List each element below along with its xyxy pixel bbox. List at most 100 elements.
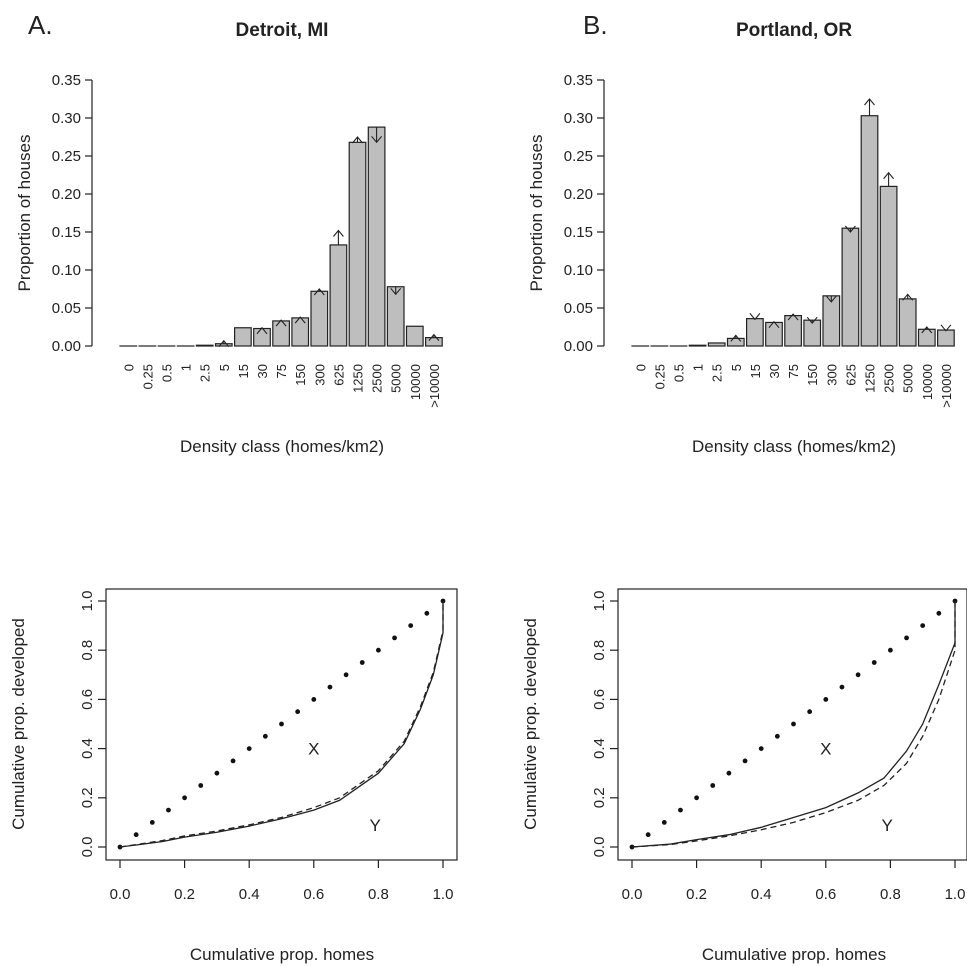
equality-point	[246, 746, 252, 751]
category-label: 2500	[882, 364, 897, 393]
category-label: 0.25	[140, 364, 155, 389]
bar-chart-a: 0.00 0.05 0.10 0.15 0.20 0.25 0.30 0.35 Proporti…	[15, 72, 443, 456]
change-arrow-head	[352, 136, 363, 144]
bar	[291, 317, 310, 347]
equality-point	[133, 832, 139, 838]
y-tick-label: 0.8	[79, 640, 96, 661]
y-tick-label: 0.05	[52, 300, 81, 317]
y-tick-label: 0.00	[564, 338, 593, 355]
equality-point	[214, 770, 220, 776]
y-tick-label: 0.25	[564, 148, 593, 165]
change-arrow-head	[294, 316, 306, 324]
y-tick-label: 0.2	[79, 787, 96, 808]
category-label: 300	[824, 364, 839, 386]
y-tick-label: 0.30	[52, 110, 81, 127]
category-label: 75	[786, 364, 801, 378]
y-tick-label: 0.10	[564, 262, 593, 279]
plot-frame	[617, 588, 967, 861]
bar	[860, 115, 879, 347]
category-label: 10000	[920, 364, 935, 400]
y-tick-label: 0.4	[591, 738, 608, 759]
y-tick-label: 0.30	[564, 110, 593, 127]
bar	[822, 295, 841, 347]
change-arrow-head	[902, 293, 914, 301]
category-label: 1	[179, 364, 194, 371]
category-label: >10000	[939, 364, 954, 408]
solid-curve	[631, 601, 956, 848]
category-label: 30	[255, 364, 270, 378]
equality-point	[408, 623, 414, 628]
category-label: 625	[843, 364, 858, 386]
x-axis-label: Density class (homes/km2)	[180, 437, 384, 456]
x-tick-label: 0.0	[622, 886, 643, 903]
change-arrow-head	[730, 334, 742, 342]
change-arrow-head	[749, 313, 761, 321]
y-tick-label: 0.15	[564, 224, 593, 241]
bar	[688, 344, 707, 347]
category-label: 5	[729, 364, 744, 371]
equality-point	[343, 672, 349, 678]
dashed-curve	[119, 601, 444, 848]
category-label: 15	[748, 364, 763, 378]
y-tick-label: 0.00	[52, 338, 81, 355]
equality-point	[871, 660, 877, 665]
bar	[348, 141, 367, 347]
category-label: 30	[767, 364, 782, 378]
equality-point	[791, 721, 796, 727]
x-axis-label: Density class (homes/km2)	[692, 437, 896, 456]
panel-b-letter: B.	[583, 10, 608, 40]
equality-point	[839, 684, 845, 690]
equality-point	[710, 783, 716, 788]
bar	[310, 290, 329, 347]
equality-point	[645, 832, 651, 838]
change-arrow-head	[390, 287, 402, 296]
y-tick-label: 0.0	[591, 837, 608, 858]
category-label: 2.5	[710, 364, 725, 382]
y-tick-label: 1.0	[79, 591, 96, 612]
y-tick-label: 0.35	[52, 72, 81, 89]
x-tick-label: 0.8	[368, 886, 389, 903]
x-tick-label: 0.6	[815, 886, 836, 903]
equality-point	[149, 820, 155, 825]
category-label: 1250	[351, 364, 366, 393]
equality-point	[661, 820, 667, 825]
bar	[745, 318, 764, 347]
x-axis-label: Cumulative prop. homes	[190, 945, 374, 964]
category-label: 300	[312, 364, 327, 386]
equality-point	[230, 758, 236, 764]
bar	[707, 342, 726, 347]
equality-point	[694, 795, 699, 801]
y-tick-label: 0.2	[591, 787, 608, 808]
category-label: 10000	[408, 364, 423, 400]
equality-point	[392, 635, 397, 641]
change-arrow-head	[768, 320, 780, 329]
lorenz-chart-a: 0.0 0.2 0.4 0.6 0.8 1.0 0.0 0.2 0.4 0.6 0.8 1.0 Cumu…	[9, 588, 458, 964]
equality-point	[424, 610, 430, 616]
y-tick-label: 0.35	[564, 72, 593, 89]
equality-point	[742, 758, 748, 764]
x-tick-label: 0.0	[110, 886, 131, 903]
equality-point	[758, 746, 764, 751]
bar	[765, 321, 783, 347]
bar	[367, 126, 386, 347]
bar	[425, 337, 443, 347]
region-label: X	[820, 740, 831, 759]
category-label: 150	[293, 364, 308, 386]
bar	[898, 298, 917, 347]
bar-chart-b: 0.00 0.05 0.10 0.15 0.20 0.25 0.30 0.35 Proporti…	[527, 72, 955, 456]
equality-point	[311, 697, 317, 702]
category-label: 75	[274, 364, 289, 378]
region-label: X	[308, 740, 319, 759]
x-tick-label: 1.0	[433, 886, 454, 903]
x-tick-label: 0.4	[751, 886, 772, 903]
change-arrow-head	[256, 326, 268, 335]
panel-b-title: Portland, OR	[736, 20, 852, 41]
change-arrow-head	[825, 295, 837, 303]
change-arrow-head	[332, 229, 344, 237]
equality-point	[823, 697, 829, 702]
y-axis-label: Cumulative prop. developed	[521, 618, 540, 830]
equality-point	[376, 647, 381, 653]
bar	[386, 286, 405, 347]
change-arrow-head	[921, 326, 933, 334]
region-label: Y	[881, 816, 892, 835]
